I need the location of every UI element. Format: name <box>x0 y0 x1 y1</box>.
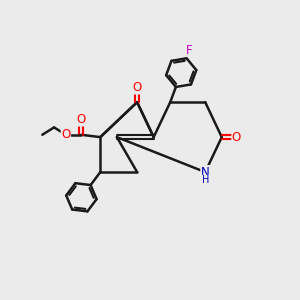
Text: N: N <box>201 166 210 178</box>
Text: O: O <box>232 130 241 144</box>
Text: H: H <box>202 175 209 185</box>
Text: O: O <box>61 128 70 141</box>
Text: O: O <box>133 81 142 94</box>
Text: O: O <box>76 113 86 126</box>
Text: F: F <box>186 44 193 56</box>
